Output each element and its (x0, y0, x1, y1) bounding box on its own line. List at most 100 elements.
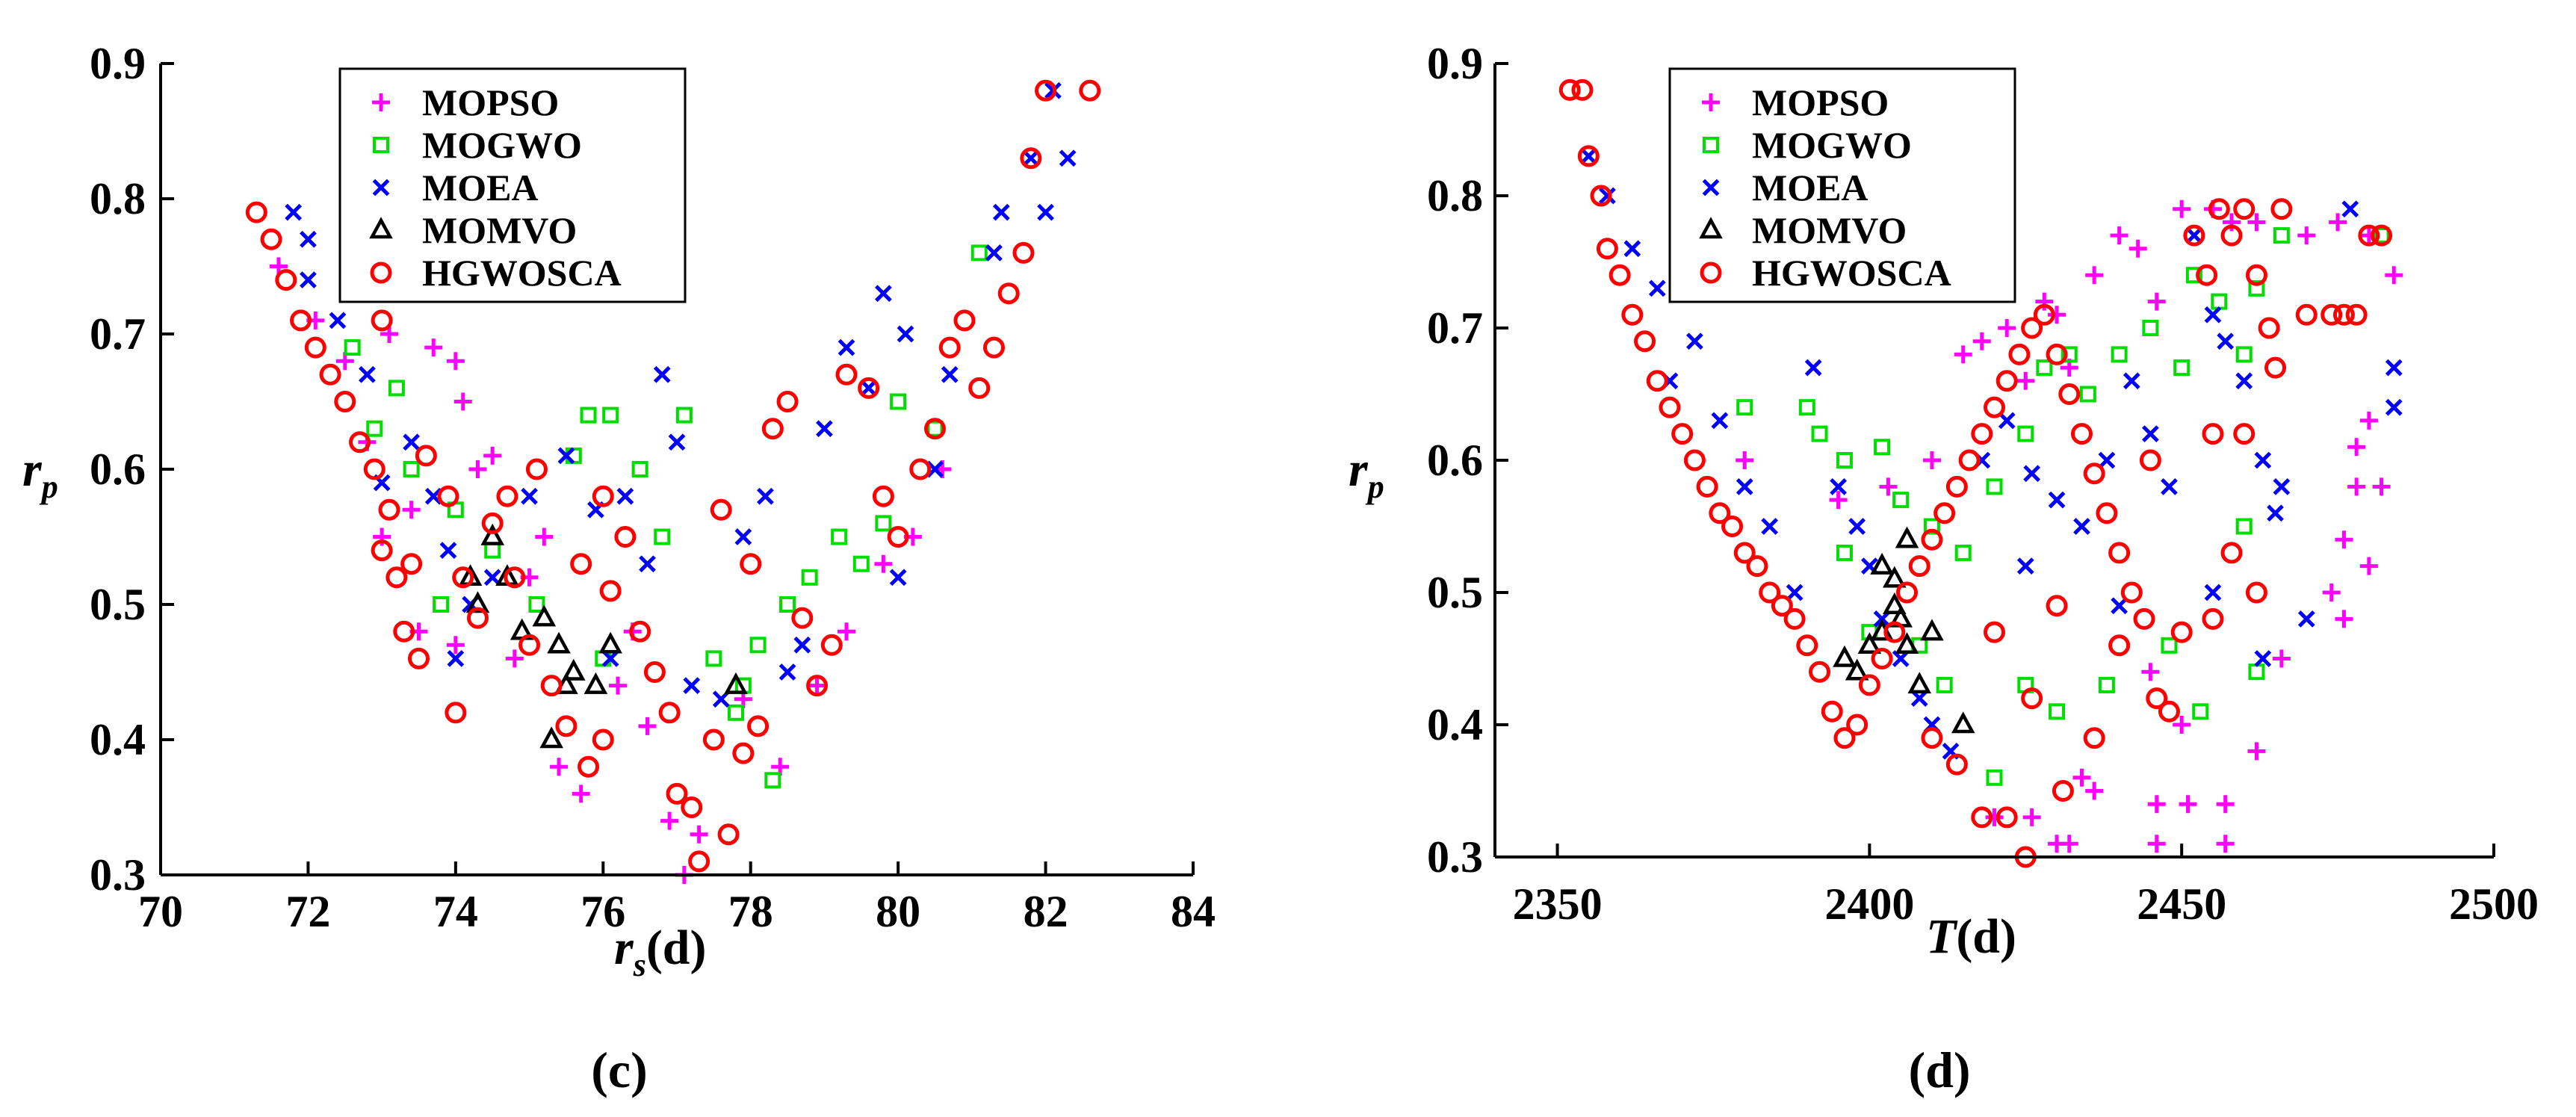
chart-d-point-hgwosca (1796, 634, 1818, 657)
chart-d-point-hgwosca (1746, 555, 1768, 578)
chart-c-point-momvo (724, 672, 748, 694)
chart-c-point-mogwo (388, 380, 405, 397)
chart-d-point-mogwo (2036, 359, 2053, 377)
chart-c-point-hgwosca (1079, 79, 1101, 102)
chart-c-point-moea (424, 487, 442, 505)
chart-c-ytick-label: 0.8 (90, 174, 146, 223)
chart-c-point-moea (653, 365, 671, 383)
chart-d-point-mogwo (1836, 452, 1853, 468)
chart-d-point-mogwo (2192, 703, 2209, 720)
chart-c-point-hgwosca (393, 620, 415, 643)
chart-c-point-hgwosca (415, 445, 437, 467)
chart-d-point-hgwosca (1809, 660, 1831, 683)
chart-d-point-mogwo (2079, 386, 2096, 403)
chart-d-point-hgwosca (1634, 330, 1656, 353)
chart-c-legend-swatch-mogwo (373, 137, 389, 153)
chart-d-point-hgwosca (1571, 78, 1594, 101)
chart-d-point-hgwosca (1984, 621, 2005, 643)
chart-d-point-mogwo (2235, 346, 2253, 363)
chart-d-point-hgwosca (1659, 396, 1681, 418)
chart-d-point-mopso (2048, 306, 2066, 324)
chart-c-point-moea (1059, 149, 1077, 167)
chart-d-ytick-label: 0.4 (1427, 700, 1483, 749)
chart-d: 0.3 0.4 0.5 0.6 0.7 0.8 0.9 2350 2400 2450 2500 rp… (1349, 39, 2539, 1098)
chart-d-point-mopso (2060, 835, 2078, 853)
chart-d-point-hgwosca (1971, 423, 1993, 445)
chart-d-ytick-label: 0.7 (1427, 303, 1483, 353)
chart-c-point-hgwosca (578, 755, 600, 778)
chart-c-point-mopso (690, 825, 708, 844)
chart-c-point-hgwosca (740, 553, 762, 575)
chart-d-point-mopso (1879, 477, 1898, 496)
chart-c-point-moea (521, 487, 538, 505)
chart-d-legend-swatch-mogwo (1703, 137, 1719, 153)
chart-d-legend-swatch-momvo (1699, 217, 1723, 239)
chart-c-point-moea (683, 677, 701, 694)
chart-d-ticks: 0.3 0.4 0.5 0.6 0.7 0.8 0.9 2350 2400 2450 2500 (1427, 39, 2539, 929)
chart-c-point-hgwosca (371, 309, 393, 332)
chart-d-point-mopso (2179, 795, 2197, 814)
chart-d-point-mopso (2072, 768, 2091, 787)
chart-d-point-mopso (2085, 266, 2104, 285)
chart-d-point-mopso (2110, 226, 2128, 245)
chart-d-point-mopso (2385, 266, 2403, 285)
chart-d-point-mopso (2329, 213, 2347, 232)
chart-d-point-mopso (1954, 345, 1972, 364)
chart-d-point-moea (1599, 187, 1616, 205)
chart-c-point-hgwosca (304, 336, 326, 359)
chart-d-point-moea (1686, 332, 1703, 350)
chart-d-point-momvo (1833, 645, 1857, 667)
chart-d-point-moea (2254, 451, 2272, 469)
chart-d-point-mopso (1972, 332, 1991, 350)
chart-c-point-hgwosca (1012, 241, 1035, 264)
chart-c-point-moea (734, 528, 752, 545)
chart-d-point-hgwosca (1609, 264, 1631, 286)
chart-c-point-mogwo (366, 420, 383, 437)
chart-c-xtick-label: 82 (1024, 887, 1068, 936)
chart-c-point-hgwosca (643, 661, 666, 683)
chart-c-point-mogwo (970, 244, 988, 262)
chart-c-point-moea (757, 487, 774, 505)
chart-c-point-mogwo (675, 406, 693, 424)
chart-d-point-moea (2385, 359, 2403, 377)
chart-d-point-hgwosca (1833, 727, 1856, 749)
chart-d-point-hgwosca (2158, 700, 2180, 723)
chart-d-point-moea (2161, 478, 2178, 495)
chart-d-point-hgwosca (1933, 502, 1956, 525)
chart-d-point-hgwosca (2108, 542, 2131, 564)
panel-label-d: (d) (1908, 1042, 1970, 1098)
chart-d-point-moea (2267, 504, 2284, 522)
chart-d-point-moea (1910, 690, 1928, 707)
chart-c-ytick-label: 0.5 (90, 580, 146, 629)
chart-d-xtick-label: 2500 (2449, 879, 2539, 929)
chart-d-marks (1558, 78, 2403, 868)
chart-d-point-mopso (1736, 451, 1754, 469)
chart-c-point-mopso (446, 352, 465, 371)
chart-c-point-hgwosca (681, 796, 703, 818)
chart-d-point-hgwosca (2083, 462, 2105, 485)
chart-d-point-mogwo (2248, 279, 2265, 297)
chart-c-point-hgwosca (592, 728, 614, 751)
chart-d-ytick-label: 0.9 (1427, 39, 1483, 88)
chart-d-point-mopso (2372, 477, 2391, 496)
chart-c-point-mogwo (779, 596, 796, 613)
chart-d-point-mopso (2359, 557, 2378, 575)
chart-d-xtick-label: 2350 (1513, 879, 1603, 929)
chart-c-point-moea (875, 285, 892, 303)
chart-d-point-hgwosca (2245, 581, 2267, 604)
chart-d-point-mogwo (2235, 518, 2253, 535)
chart-d-point-mogwo (2273, 227, 2290, 244)
chart-c-point-mopso (550, 758, 569, 776)
chart-c-xtick-label: 74 (433, 887, 478, 936)
chart-d-point-moea (2016, 557, 2034, 575)
chart-c-point-mogwo (801, 569, 818, 586)
chart-c-legend-label-momvo: MOMVO (422, 209, 577, 251)
chart-d-point-hgwosca (2033, 303, 2055, 326)
chart-d-point-hgwosca (1908, 555, 1931, 578)
chart-d-point-hgwosca (2295, 303, 2318, 326)
chart-d-point-momvo (1857, 632, 1882, 655)
chart-c-point-hgwosca (1020, 147, 1042, 170)
chart-c-point-momvo (532, 604, 557, 627)
chart-c-point-moea (483, 569, 501, 587)
